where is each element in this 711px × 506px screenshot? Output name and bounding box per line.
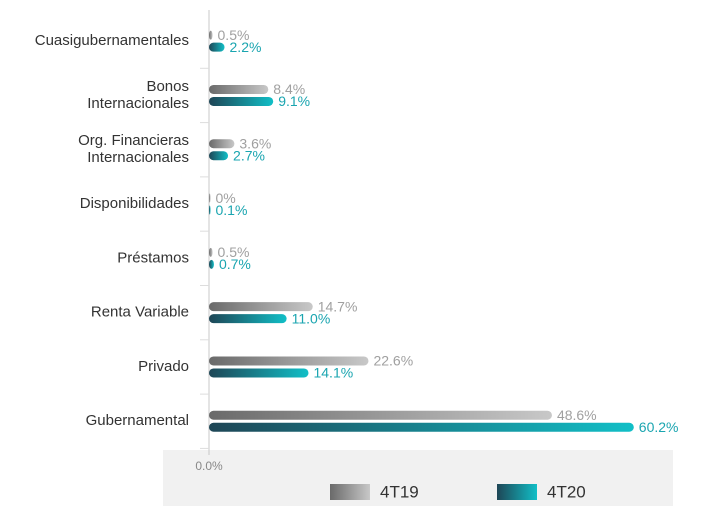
bar: [209, 368, 309, 378]
value-label: 0.1%: [216, 202, 248, 218]
value-label: 0.5%: [218, 27, 250, 43]
legend-label: 4T20: [547, 482, 586, 501]
bar: [209, 314, 287, 324]
bar: [209, 42, 225, 52]
bar: [209, 193, 211, 203]
value-label: 48.6%: [557, 407, 597, 423]
legend-panel: [163, 450, 673, 506]
legend-swatch: [330, 484, 370, 500]
y-tick-label: Internacionales: [87, 95, 189, 112]
bar: [209, 151, 229, 161]
value-label: 11.0%: [292, 310, 331, 326]
value-label: 8.4%: [273, 81, 305, 97]
bar: [209, 259, 214, 269]
y-tick-label: Org. Financieras: [78, 132, 189, 149]
bar: [209, 422, 634, 432]
y-tick-label: Internacionales: [87, 149, 189, 166]
legend-swatch: [497, 484, 537, 500]
bar: [209, 247, 213, 257]
value-label: 22.6%: [373, 353, 413, 369]
bar: [209, 84, 269, 94]
y-tick-label: Privado: [138, 358, 189, 375]
y-tick-label: Préstamos: [117, 249, 189, 266]
bar: [209, 205, 211, 215]
legend-label: 4T19: [380, 482, 419, 501]
value-label: 14.7%: [318, 298, 358, 314]
bar: [209, 96, 274, 106]
x-tick-label: 0.0%: [195, 459, 223, 473]
value-label: 0.7%: [219, 256, 251, 272]
value-label: 0.5%: [218, 244, 250, 260]
value-label: 60.2%: [639, 419, 679, 435]
y-tick-label: Gubernamental: [86, 412, 189, 429]
value-label: 14.1%: [313, 365, 353, 381]
y-tick-label: Disponibilidades: [80, 195, 189, 212]
value-label: 3.6%: [239, 135, 271, 151]
bar: [209, 302, 313, 312]
value-label: 2.7%: [233, 147, 265, 163]
bar: [209, 410, 552, 420]
bar: [209, 139, 235, 149]
value-label: 0%: [216, 190, 236, 206]
y-tick-label: Cuasigubernamentales: [35, 32, 189, 49]
value-label: 2.2%: [230, 39, 262, 55]
bar: [209, 356, 369, 366]
value-label: 9.1%: [278, 93, 310, 109]
y-tick-label: Renta Variable: [91, 304, 189, 321]
bar: [209, 30, 213, 40]
y-tick-label: Bonos: [146, 78, 189, 95]
